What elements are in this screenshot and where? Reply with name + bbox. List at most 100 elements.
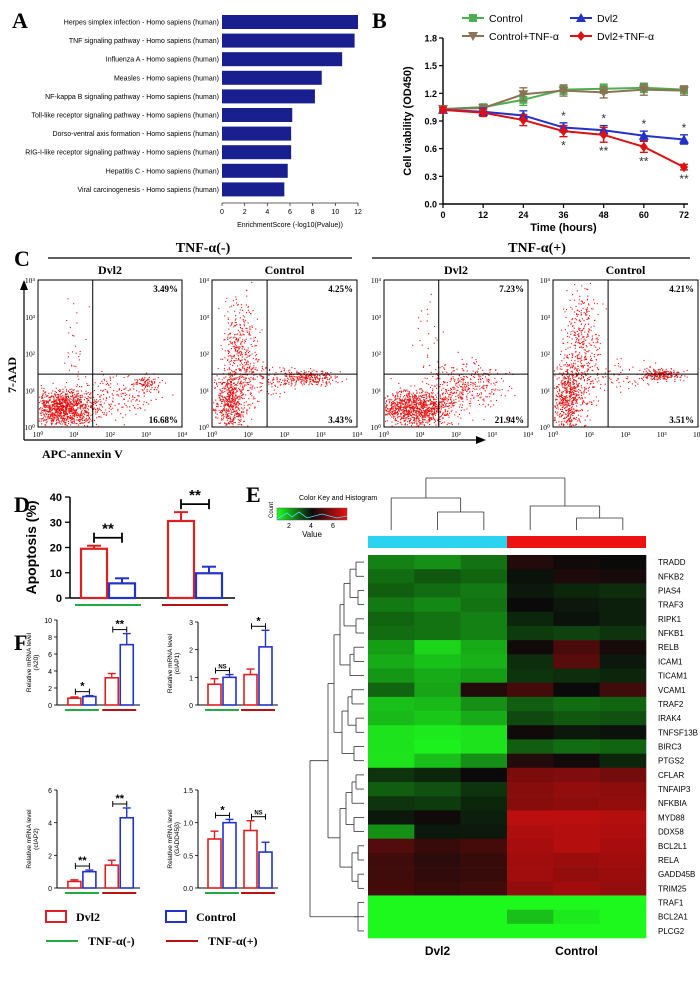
event-dot <box>232 379 234 381</box>
event-dot <box>425 411 428 413</box>
event-dot <box>66 425 68 427</box>
event-dot <box>427 313 429 315</box>
event-dot <box>233 363 235 365</box>
event-dot <box>67 393 69 395</box>
event-dot <box>59 413 61 415</box>
event-dot <box>97 409 99 411</box>
event-dot <box>233 371 235 373</box>
event-dot <box>249 367 251 369</box>
event-dot <box>453 402 455 404</box>
event-dot <box>480 396 482 398</box>
event-dot <box>391 414 393 416</box>
event-dot <box>227 409 229 411</box>
event-dot <box>578 327 580 329</box>
event-dot <box>448 414 450 416</box>
event-dot <box>451 400 453 402</box>
event-dot <box>460 377 462 379</box>
event-dot <box>422 417 424 419</box>
event-dot <box>482 403 484 405</box>
event-dot <box>235 410 237 412</box>
event-dot <box>495 381 497 383</box>
event-dot <box>100 410 102 412</box>
event-dot <box>561 391 563 393</box>
event-dot <box>482 399 484 401</box>
event-dot <box>233 392 235 394</box>
event-dot <box>242 393 244 395</box>
event-dot <box>412 402 415 404</box>
event-dot <box>79 350 81 353</box>
event-dot <box>411 407 413 409</box>
event-dot <box>494 389 496 391</box>
event-dot <box>45 404 47 407</box>
event-dot <box>562 308 565 310</box>
event-dot <box>60 412 62 414</box>
event-dot <box>477 368 479 370</box>
event-dot <box>72 398 74 400</box>
event-dot <box>96 401 98 404</box>
event-dot <box>450 402 453 404</box>
event-dot <box>303 380 305 382</box>
event-dot <box>453 380 456 382</box>
event-dot <box>133 388 135 390</box>
event-dot <box>279 378 281 380</box>
event-dot <box>64 402 66 404</box>
event-dot <box>230 400 232 403</box>
event-dot <box>587 318 589 320</box>
event-dot <box>300 380 303 382</box>
event-dot <box>400 409 402 411</box>
event-dot <box>418 398 420 400</box>
event-dot <box>411 421 413 423</box>
event-dot <box>406 413 408 416</box>
event-dot <box>42 393 44 395</box>
event-dot <box>79 395 81 397</box>
event-dot <box>574 396 576 398</box>
event-dot <box>325 381 327 383</box>
event-dot <box>231 374 233 376</box>
event-dot <box>60 415 63 417</box>
event-dot <box>234 412 236 414</box>
event-dot <box>51 422 53 424</box>
event-dot <box>235 346 237 349</box>
event-dot <box>430 411 432 413</box>
event-dot <box>59 390 61 392</box>
event-dot <box>587 403 589 405</box>
event-dot <box>99 409 101 411</box>
event-dot <box>558 395 560 397</box>
event-dot <box>407 405 409 407</box>
event-dot <box>430 417 433 419</box>
event-dot <box>251 353 253 355</box>
event-dot <box>223 410 225 412</box>
event-dot <box>411 393 413 395</box>
event-dot <box>411 413 413 415</box>
event-dot <box>137 380 139 382</box>
event-dot <box>244 354 246 356</box>
event-dot <box>71 417 73 419</box>
event-dot <box>439 421 441 423</box>
event-dot <box>63 414 65 417</box>
event-dot <box>249 351 251 353</box>
event-dot <box>571 412 573 414</box>
event-dot <box>571 409 573 411</box>
event-dot <box>406 393 408 395</box>
event-dot <box>428 407 430 409</box>
event-dot <box>248 371 250 373</box>
event-dot <box>418 399 420 401</box>
event-dot <box>230 360 232 362</box>
event-dot <box>475 385 477 387</box>
event-dot <box>232 393 234 395</box>
event-dot <box>441 366 443 368</box>
event-dot <box>123 388 125 390</box>
event-dot <box>284 382 286 384</box>
event-dot <box>230 380 232 382</box>
event-dot <box>225 384 227 386</box>
event-dot <box>252 310 254 312</box>
event-dot <box>232 387 234 390</box>
enrichment-bar <box>222 15 358 29</box>
event-dot <box>97 408 99 410</box>
event-dot <box>583 390 585 392</box>
event-dot <box>238 416 240 418</box>
event-dot <box>572 396 574 399</box>
event-dot <box>556 378 558 380</box>
event-dot <box>564 403 566 405</box>
event-dot <box>157 384 160 386</box>
